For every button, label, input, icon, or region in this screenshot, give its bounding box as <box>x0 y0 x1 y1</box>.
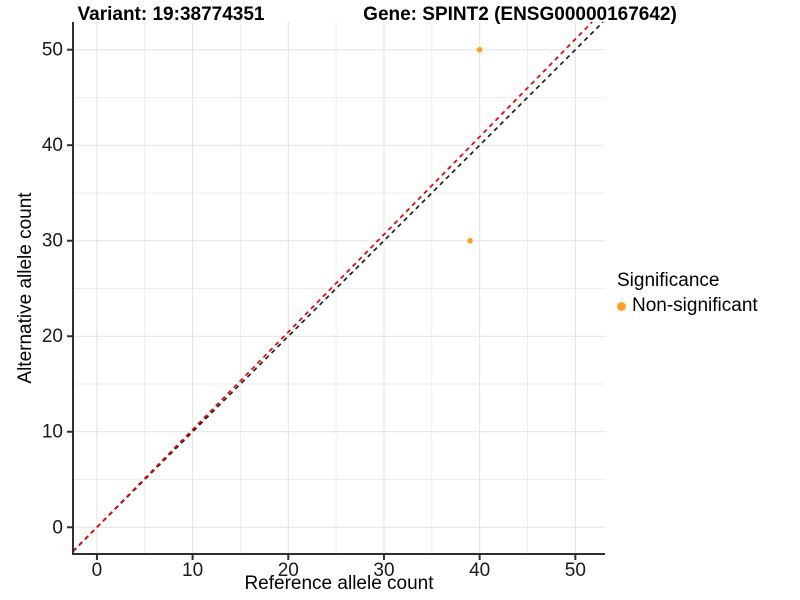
data-points <box>467 46 483 244</box>
legend-item-label: Non-significant <box>632 295 758 316</box>
legend-item-non-significant: Non-significant <box>617 295 758 317</box>
legend-title: Significance <box>617 270 720 291</box>
x-tick-label: 40 <box>469 560 490 581</box>
x-tick-label: 0 <box>92 560 103 581</box>
identity-line <box>72 21 604 552</box>
x-tick-label: 30 <box>373 560 394 581</box>
y-tick-label: 10 <box>42 422 63 443</box>
x-tick-label: 20 <box>278 560 299 581</box>
y-axis-ticks: 0 10 20 30 40 50 <box>42 40 73 538</box>
variant-title: Variant: 19:38774351 <box>77 4 265 25</box>
data-point <box>467 237 473 244</box>
legend: Significance Non-significant <box>617 270 758 317</box>
y-tick-label: 20 <box>42 326 63 347</box>
x-tick-label: 10 <box>182 560 203 581</box>
x-tick-label: 50 <box>565 560 586 581</box>
circle-icon <box>617 301 626 311</box>
y-axis-title: Alternative allele count <box>15 192 36 384</box>
axis-lines <box>72 22 605 555</box>
fit-line <box>72 21 593 553</box>
y-tick-label: 30 <box>42 231 63 252</box>
x-axis-title: Reference allele count <box>244 573 434 594</box>
y-tick-label: 0 <box>52 517 63 538</box>
y-tick-label: 40 <box>42 135 63 156</box>
grid-minor <box>73 22 605 554</box>
gene-title: Gene: SPINT2 (ENSG00000167642) <box>363 4 677 25</box>
grid-major <box>73 22 605 554</box>
x-axis-ticks: 0 10 20 30 40 50 <box>92 554 586 581</box>
data-point <box>476 46 483 53</box>
y-tick-label: 50 <box>42 40 63 61</box>
